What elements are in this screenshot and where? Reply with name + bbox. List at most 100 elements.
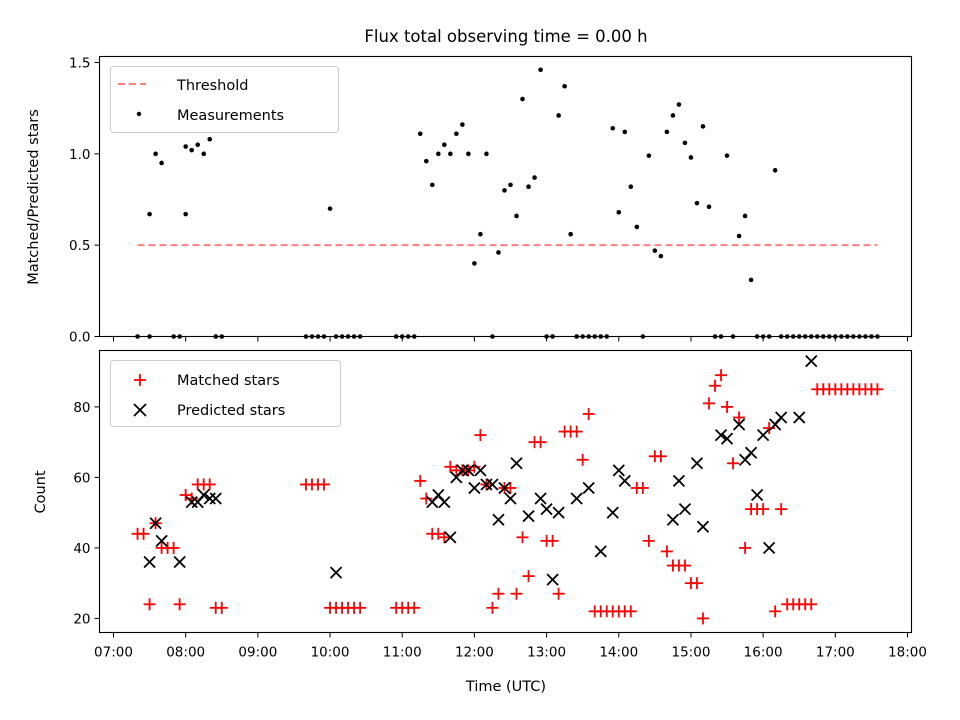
matched-star-point [624, 605, 637, 618]
matched-star-point [805, 598, 818, 611]
count-axes-frame [98, 349, 913, 634]
predicted-star-point [732, 418, 746, 431]
count-y-ticks: 20 40 60 80 [73, 400, 100, 627]
matched-star-point [582, 407, 595, 420]
predicted-star-point [468, 481, 481, 495]
ratio-panel: 0.0 0.5 1.0 1.5 Matched/Predicted stars Thr… [26, 56, 913, 346]
predicted-star-point [714, 428, 728, 442]
x-tick-label: 09:00 [238, 645, 277, 661]
ratio-legend-box [110, 66, 339, 133]
x-tick-label: 12:00 [455, 645, 494, 661]
predicted-star-point [510, 457, 523, 470]
matched-star-point [510, 587, 523, 600]
matched-star-point [468, 460, 481, 473]
matched-star-point [703, 397, 715, 410]
matched-star-point [576, 453, 589, 466]
predicted-star-point [666, 513, 680, 526]
count-plot-area [131, 354, 884, 625]
predicted-star-point [534, 492, 547, 505]
measurement-point [448, 151, 453, 157]
x-tick-label: 15:00 [672, 645, 711, 661]
measurement-point [508, 182, 513, 188]
measurement-point [484, 151, 489, 157]
count-y-axis-label: Count [33, 470, 49, 513]
measurement-point [670, 113, 676, 118]
matched-star-point [678, 559, 691, 572]
measurement-point [514, 213, 519, 219]
predicted-star-point [552, 506, 565, 519]
measurement-point [423, 158, 429, 164]
predicted-star-point [678, 502, 692, 516]
measurement-point [622, 129, 628, 135]
matched-star-point [775, 503, 788, 516]
predicted-star-point [197, 488, 210, 502]
predicted-star-point [618, 474, 631, 488]
predicted-star-point [143, 555, 156, 569]
x-tick-label: 11:00 [383, 645, 422, 661]
count-panel: 20 40 60 80 07:00 08:00 09:00 10:00 11:00 12:00 1… [33, 349, 927, 695]
matched-star-point [215, 601, 228, 614]
measurement-point [526, 184, 531, 190]
predicted-star-point [185, 495, 198, 509]
ratio-y-axis-label: Matched/Predicted stars [26, 109, 42, 285]
ratio-y-tick-label: 1.5 [69, 56, 90, 72]
matched-star-point [709, 379, 722, 392]
predicted-star-point [805, 354, 818, 368]
matched-star-point [408, 601, 421, 614]
measurement-point [634, 224, 640, 230]
matched-star-point [534, 436, 547, 449]
x-tick-label: 07:00 [94, 645, 133, 661]
matched-star-point [570, 425, 583, 438]
measurement-point [772, 167, 778, 173]
measurement-point [748, 277, 754, 283]
matched-star-point [516, 531, 529, 544]
predicted-star-point [594, 545, 607, 558]
ratio-y-tick-label: 1.0 [69, 147, 90, 163]
matched-star-point [203, 478, 216, 491]
measurement-point [159, 160, 164, 166]
measurement-point [417, 131, 423, 137]
chart-title: Flux total observing time = 0.00 h [364, 27, 647, 46]
matched-legend-swatch [134, 374, 146, 386]
x-tick-label: 16:00 [744, 645, 783, 661]
predicted-star-point [672, 474, 686, 488]
measurement-point [556, 113, 561, 118]
predicted-star-point [546, 573, 559, 586]
matched-star-point [486, 601, 499, 614]
matched-star-point [739, 541, 752, 554]
measurement-point [664, 129, 670, 135]
predicted-legend-swatch [133, 403, 147, 417]
measurement-point [616, 209, 622, 215]
matched-star-point [137, 527, 150, 540]
predicted-star-point [155, 534, 168, 547]
predicted-star-point [474, 464, 487, 477]
matched-star-point [179, 489, 192, 502]
predicted-star-point [744, 446, 758, 459]
matched-star-point [444, 460, 457, 473]
x-tick-label: 17:00 [816, 645, 855, 661]
predicted-star-point [173, 555, 186, 569]
predicted-star-point [149, 517, 162, 530]
matched-star-point [763, 422, 776, 435]
matched-star-point [522, 570, 535, 583]
matched-star-point [354, 601, 367, 614]
predicted-star-point [570, 492, 583, 505]
count-y-tick-label: 80 [73, 400, 90, 416]
measurement-point [195, 142, 201, 147]
predicted-star-point [203, 492, 216, 505]
predicted-star-point [329, 566, 343, 579]
measurement-point [201, 151, 207, 157]
measurement-point [568, 231, 573, 237]
measurement-point [538, 67, 543, 73]
predicted-star-point [763, 541, 776, 555]
measurement-point [682, 140, 688, 146]
x-tick-label: 08:00 [166, 645, 205, 661]
x-tick-label: 10:00 [311, 645, 350, 661]
matched-star-point [318, 478, 331, 491]
x-tick-label: 14:00 [599, 645, 638, 661]
predicted-star-point [582, 481, 595, 495]
predicted-star-point [756, 428, 770, 442]
matched-star-point [654, 450, 667, 463]
matched-star-point [733, 411, 746, 424]
count-x-ticks: 07:00 08:00 09:00 10:00 11:00 12:00 13:00 14:00… [94, 632, 927, 661]
